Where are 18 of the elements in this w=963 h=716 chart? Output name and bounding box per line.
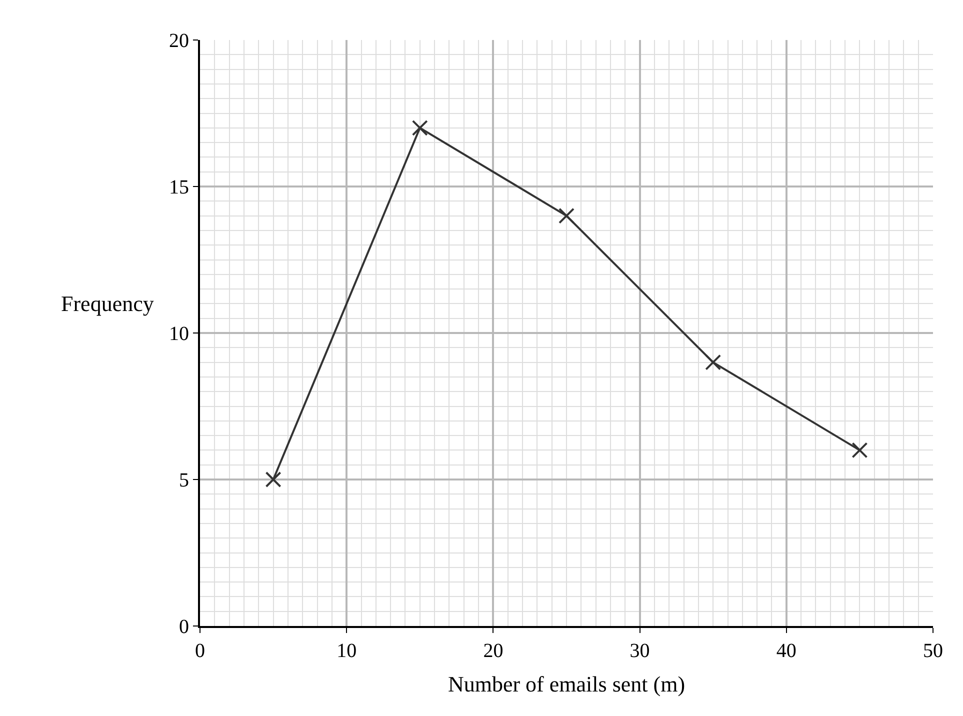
x-tick-label: 0 — [195, 640, 205, 662]
y-tick-label: 20 — [169, 30, 189, 52]
y-tick-label: 15 — [169, 176, 189, 198]
point — [705, 354, 722, 370]
x-tick-label: 10 — [336, 640, 357, 662]
y-tick-label: 0 — [179, 616, 189, 638]
x-axis-title: Number of emails sent (m) — [448, 671, 686, 696]
point — [558, 208, 574, 224]
x-tick-label: 30 — [630, 640, 650, 662]
y-axis-title: Frequency — [61, 291, 154, 316]
y-tick-label: 10 — [169, 323, 189, 345]
x-tick-label: 40 — [776, 640, 796, 662]
point — [265, 472, 282, 488]
point — [412, 120, 428, 136]
x-tick-label: 20 — [483, 640, 504, 662]
y-tick-label: 5 — [179, 470, 189, 492]
x-tick-label: 50 — [923, 640, 943, 662]
point — [852, 442, 868, 458]
